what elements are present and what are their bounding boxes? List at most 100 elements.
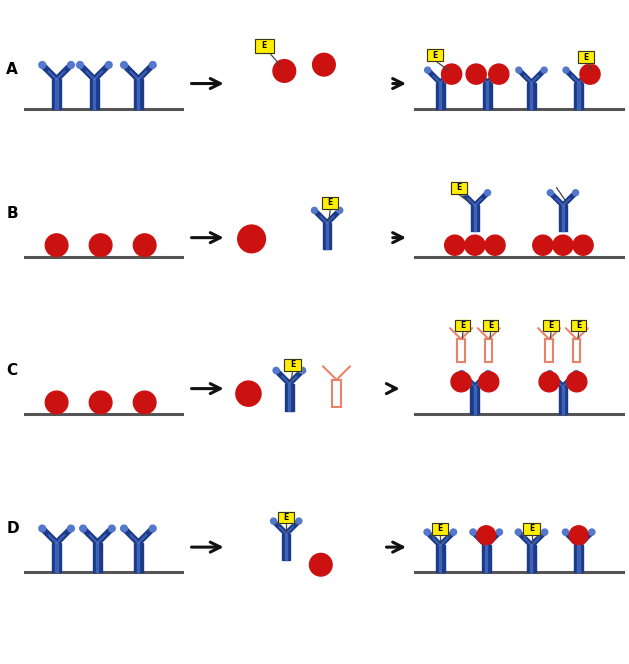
Text: E: E [584, 52, 589, 62]
Bar [52, 543, 62, 572]
Circle shape [238, 225, 265, 253]
Bar [284, 359, 301, 371]
Bar [55, 543, 58, 572]
Circle shape [553, 235, 573, 255]
Bar [451, 182, 467, 194]
Bar [543, 320, 559, 331]
Bar [543, 320, 559, 331]
Bar [89, 79, 99, 109]
Circle shape [273, 367, 279, 374]
Bar [436, 545, 445, 572]
Bar [545, 339, 553, 362]
Circle shape [105, 62, 112, 68]
Circle shape [477, 526, 496, 544]
Bar [427, 49, 443, 61]
Circle shape [572, 190, 579, 196]
Circle shape [309, 553, 332, 576]
Bar [436, 83, 445, 109]
Circle shape [466, 64, 486, 84]
Bar [527, 545, 536, 572]
Text: E: E [284, 513, 289, 522]
Bar [571, 320, 586, 331]
Circle shape [236, 381, 261, 406]
Bar [527, 83, 536, 109]
Bar [523, 523, 540, 535]
Text: E: E [457, 183, 462, 193]
Circle shape [67, 62, 74, 68]
Text: E: E [328, 199, 333, 207]
Text: A: A [6, 62, 18, 76]
Circle shape [442, 64, 462, 84]
Text: E: E [529, 525, 534, 533]
Text: B: B [6, 207, 18, 221]
Bar [451, 182, 467, 194]
Bar [278, 511, 294, 523]
Bar [486, 83, 488, 109]
Bar [332, 380, 341, 408]
Bar [133, 79, 143, 109]
Bar [470, 387, 479, 414]
Bar [55, 79, 58, 109]
Circle shape [459, 190, 465, 196]
Bar [439, 545, 441, 572]
Circle shape [337, 207, 343, 213]
Circle shape [45, 234, 68, 256]
Circle shape [479, 372, 499, 392]
Bar [530, 545, 532, 572]
Bar [137, 543, 140, 572]
Circle shape [313, 53, 335, 76]
Bar [483, 320, 498, 331]
Bar [278, 511, 294, 523]
Circle shape [489, 64, 509, 84]
Bar [470, 205, 479, 231]
Bar [133, 543, 143, 572]
Circle shape [547, 190, 554, 196]
Circle shape [89, 234, 112, 256]
Bar [439, 83, 441, 109]
Text: E: E [460, 321, 465, 330]
Bar [322, 197, 338, 208]
Bar [457, 339, 465, 362]
Circle shape [497, 67, 503, 73]
Bar [432, 523, 448, 535]
Bar [285, 384, 294, 410]
Bar [427, 49, 443, 61]
Bar [255, 39, 274, 52]
Circle shape [539, 372, 559, 392]
Text: E: E [576, 321, 581, 330]
Bar [284, 359, 301, 371]
Circle shape [470, 529, 476, 535]
Text: C: C [6, 363, 18, 378]
Bar [559, 205, 567, 231]
Bar [474, 205, 476, 231]
Bar [577, 545, 579, 572]
Bar [559, 387, 567, 414]
Circle shape [465, 235, 485, 255]
Circle shape [569, 526, 588, 544]
Circle shape [541, 67, 547, 73]
Text: E: E [548, 321, 554, 330]
Bar [282, 534, 291, 560]
Bar [485, 545, 487, 572]
Circle shape [80, 525, 87, 532]
Circle shape [496, 529, 503, 535]
Circle shape [567, 372, 587, 392]
Bar [562, 205, 564, 231]
Bar [578, 51, 594, 63]
Circle shape [459, 371, 465, 376]
Bar [485, 339, 493, 362]
Circle shape [450, 529, 457, 535]
Text: E: E [433, 50, 438, 60]
Circle shape [451, 372, 471, 392]
Circle shape [425, 67, 431, 73]
Circle shape [515, 529, 521, 535]
Circle shape [270, 518, 277, 524]
Circle shape [562, 529, 569, 535]
Bar [52, 79, 62, 109]
Text: E: E [262, 41, 267, 50]
Bar [523, 523, 540, 535]
Bar [574, 545, 583, 572]
Bar [574, 83, 583, 109]
Circle shape [296, 518, 302, 524]
Circle shape [45, 391, 68, 414]
